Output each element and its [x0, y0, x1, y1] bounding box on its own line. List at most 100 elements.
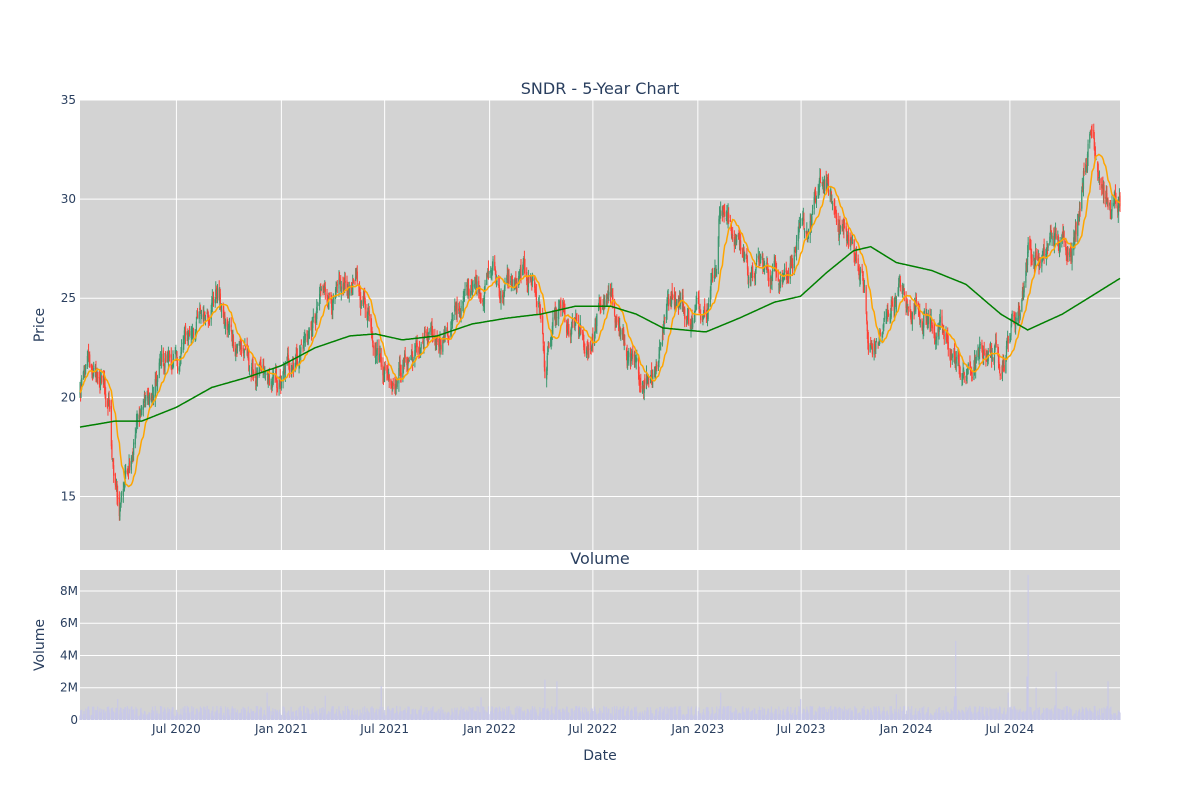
- candle-body: [380, 355, 382, 357]
- candle-body: [1054, 231, 1057, 234]
- volume-bar: [266, 692, 268, 720]
- volume-bar: [859, 715, 862, 720]
- volume-bar: [371, 706, 373, 720]
- candle-down: [268, 367, 271, 386]
- volume-bar: [604, 707, 606, 720]
- volume-bar: [688, 709, 690, 720]
- volume-bar: [695, 706, 697, 720]
- candle-body: [134, 434, 136, 445]
- candle-body: [564, 308, 566, 323]
- candle-down: [1030, 239, 1032, 267]
- candle-body: [268, 375, 271, 385]
- volume-bar: [303, 706, 305, 720]
- candle-down: [404, 346, 406, 363]
- candle-body: [1065, 249, 1067, 257]
- candle-up: [463, 288, 465, 303]
- candle-body: [941, 315, 943, 326]
- candle-up: [783, 263, 786, 280]
- candle-down: [1007, 335, 1009, 352]
- volume-bar: [206, 705, 208, 720]
- candle-up: [139, 408, 141, 422]
- candle-body: [406, 357, 408, 366]
- candle-body: [323, 287, 325, 289]
- candle-body: [552, 317, 554, 328]
- candle-body: [1050, 230, 1052, 233]
- candle-body: [558, 308, 560, 320]
- candle-body: [720, 210, 722, 216]
- volume-bar: [763, 709, 766, 720]
- candle-body: [732, 235, 734, 237]
- candle-down: [375, 341, 377, 356]
- candle-body: [196, 317, 198, 319]
- candle-body: [126, 470, 128, 472]
- candle-body: [1014, 315, 1016, 326]
- candle-down: [907, 306, 909, 316]
- candle-up: [492, 256, 494, 271]
- candle-down: [240, 339, 243, 357]
- candle-body: [789, 263, 791, 279]
- candle-body: [657, 361, 660, 367]
- candle-body: [352, 282, 354, 295]
- candle-body: [479, 295, 482, 299]
- candle-body: [388, 374, 390, 382]
- candle-body: [967, 363, 969, 366]
- candle-down: [1085, 157, 1087, 167]
- candle-body: [1098, 177, 1101, 179]
- candle-body: [366, 313, 369, 319]
- candle-body: [1086, 154, 1089, 171]
- volume-bar: [795, 714, 798, 720]
- volume-bar: [372, 708, 374, 720]
- candle-up: [235, 348, 237, 362]
- candle-body: [691, 316, 693, 325]
- candle-body: [1030, 256, 1033, 258]
- candle-body: [570, 327, 572, 337]
- candle-body: [830, 188, 832, 192]
- candle-body: [215, 289, 217, 297]
- candle-body: [674, 298, 677, 304]
- candle-body: [903, 292, 905, 296]
- candle-down: [934, 332, 936, 342]
- candle-body: [312, 316, 314, 319]
- candle-body: [716, 272, 718, 274]
- candle-up: [514, 277, 516, 291]
- candle-body: [975, 364, 977, 371]
- candle-up: [360, 300, 362, 309]
- candle-body: [119, 505, 122, 507]
- volume-bar: [188, 713, 191, 720]
- candle-body: [363, 295, 365, 297]
- volume-bar: [644, 710, 646, 720]
- candle-down: [324, 281, 326, 300]
- candle-body: [430, 327, 432, 332]
- candle-body: [248, 372, 251, 374]
- volume-bar: [135, 706, 137, 720]
- candle-down: [1119, 192, 1121, 212]
- volume-bar: [154, 705, 156, 720]
- candle-down: [105, 387, 107, 408]
- volume-bar: [228, 709, 230, 720]
- candle-up: [556, 311, 558, 326]
- candle-down: [592, 327, 594, 353]
- candle-up: [146, 390, 148, 405]
- candle-body: [939, 320, 941, 325]
- candle-body: [997, 353, 1000, 364]
- volume-bar: [556, 681, 558, 720]
- candle-down: [689, 318, 692, 330]
- candle-up: [587, 344, 589, 359]
- candle-body: [314, 315, 316, 318]
- candle-body: [347, 290, 349, 294]
- candle-body: [411, 355, 414, 363]
- candle-body: [411, 351, 413, 355]
- candle-body: [428, 331, 430, 335]
- candle-body: [1089, 134, 1091, 143]
- candle-body: [596, 314, 598, 327]
- candle-up: [1085, 158, 1087, 175]
- candle-body: [606, 297, 608, 306]
- candle-up: [714, 259, 716, 280]
- candle-body: [883, 318, 885, 320]
- candle-body: [1035, 251, 1037, 259]
- candle-body: [978, 347, 980, 358]
- candle-up: [1023, 281, 1025, 298]
- volume-bar: [180, 708, 182, 720]
- candle-body: [929, 314, 931, 324]
- volume-bar: [516, 706, 518, 720]
